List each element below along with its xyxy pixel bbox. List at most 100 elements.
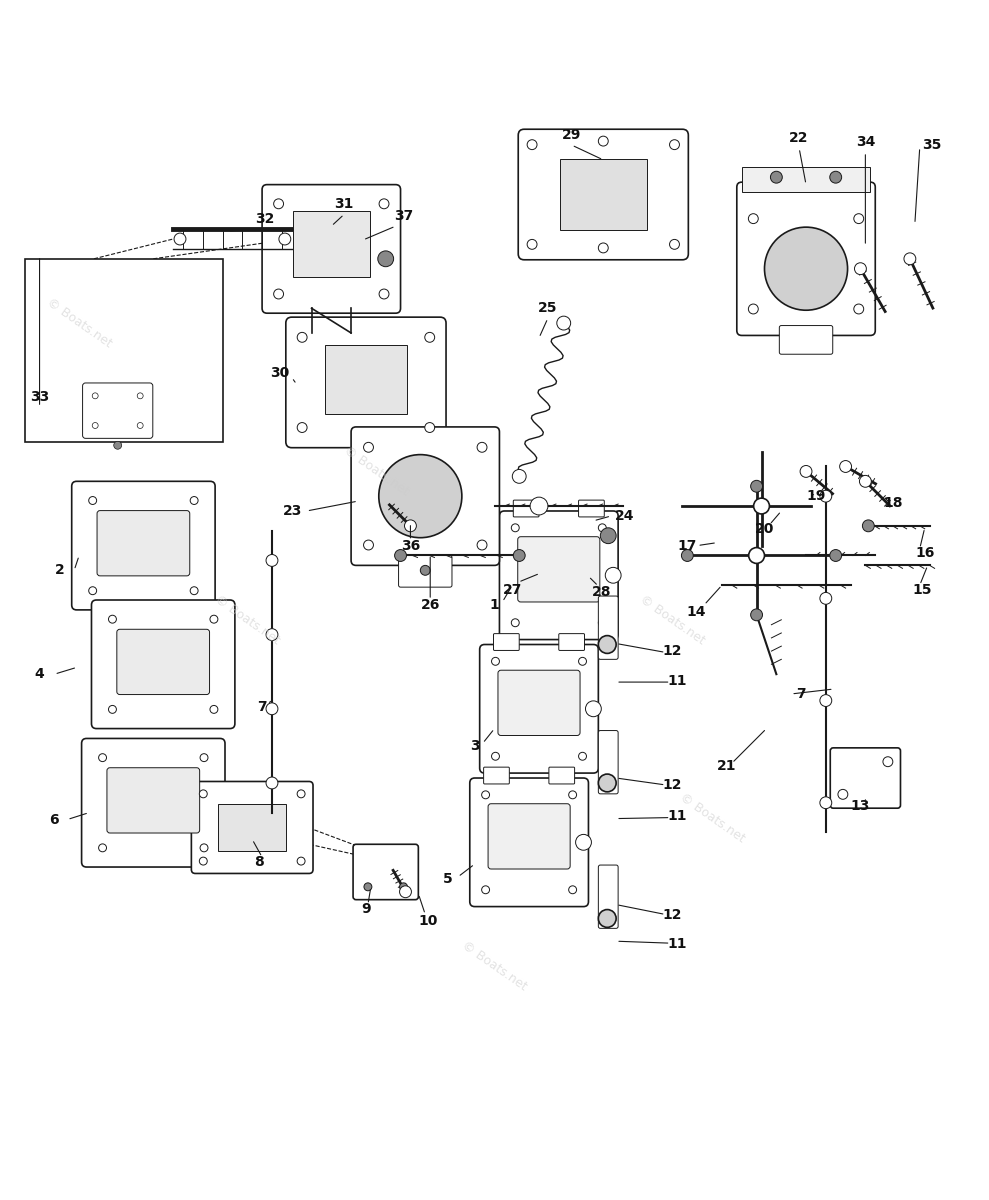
Bar [560, 158, 647, 230]
Circle shape [681, 550, 693, 562]
Circle shape [764, 227, 848, 311]
Text: 5: 5 [443, 872, 453, 886]
Circle shape [109, 706, 117, 713]
Circle shape [132, 307, 136, 312]
FancyBboxPatch shape [81, 738, 225, 868]
Text: 7: 7 [796, 686, 806, 701]
Circle shape [420, 565, 430, 575]
Text: 34: 34 [855, 136, 875, 149]
Circle shape [598, 636, 616, 654]
Circle shape [830, 172, 842, 184]
Text: © Boats.net: © Boats.net [638, 593, 707, 647]
Circle shape [569, 886, 577, 894]
Text: 13: 13 [851, 799, 870, 812]
Text: 26: 26 [420, 598, 440, 612]
Text: 3: 3 [470, 739, 480, 754]
Circle shape [152, 289, 157, 295]
Circle shape [132, 289, 136, 295]
Circle shape [482, 791, 490, 799]
Circle shape [527, 139, 537, 150]
FancyBboxPatch shape [97, 510, 190, 576]
Circle shape [378, 251, 394, 266]
Circle shape [89, 307, 94, 312]
Circle shape [83, 384, 89, 390]
Text: 30: 30 [270, 366, 290, 379]
Circle shape [110, 325, 115, 330]
FancyBboxPatch shape [598, 731, 618, 794]
FancyBboxPatch shape [494, 634, 519, 650]
Circle shape [114, 442, 122, 449]
Circle shape [492, 658, 499, 665]
Text: 15: 15 [912, 583, 932, 598]
Circle shape [670, 240, 679, 250]
Text: 23: 23 [283, 504, 303, 518]
Circle shape [266, 778, 278, 788]
Circle shape [754, 498, 769, 514]
Circle shape [830, 550, 842, 562]
FancyBboxPatch shape [262, 185, 401, 313]
FancyBboxPatch shape [489, 804, 570, 869]
Circle shape [200, 790, 208, 798]
Circle shape [200, 754, 208, 762]
Circle shape [152, 307, 157, 312]
Circle shape [749, 214, 759, 223]
Circle shape [511, 524, 519, 532]
Text: 29: 29 [562, 128, 582, 142]
Text: 6: 6 [49, 812, 59, 827]
FancyBboxPatch shape [598, 865, 618, 929]
Circle shape [569, 791, 577, 799]
Circle shape [379, 289, 389, 299]
Circle shape [670, 139, 679, 150]
FancyBboxPatch shape [117, 629, 210, 695]
FancyBboxPatch shape [192, 781, 313, 874]
Circle shape [92, 392, 98, 398]
Circle shape [477, 540, 487, 550]
Text: 7: 7 [257, 700, 267, 714]
FancyBboxPatch shape [518, 536, 599, 602]
Text: 12: 12 [663, 778, 682, 792]
Circle shape [579, 752, 586, 761]
Text: 18: 18 [883, 496, 903, 510]
Circle shape [190, 497, 198, 504]
Circle shape [109, 616, 117, 623]
FancyBboxPatch shape [71, 481, 216, 610]
Text: 14: 14 [686, 605, 706, 619]
Circle shape [770, 172, 782, 184]
FancyBboxPatch shape [286, 317, 446, 448]
FancyBboxPatch shape [559, 634, 584, 650]
Circle shape [137, 392, 143, 398]
Text: 36: 36 [401, 539, 420, 553]
Circle shape [364, 443, 374, 452]
Bar [742, 167, 870, 192]
Circle shape [364, 540, 374, 550]
Text: 25: 25 [538, 301, 558, 316]
Circle shape [297, 857, 305, 865]
FancyBboxPatch shape [737, 182, 875, 336]
Circle shape [89, 325, 94, 330]
Circle shape [274, 199, 284, 209]
Circle shape [512, 469, 526, 484]
Circle shape [210, 706, 218, 713]
FancyBboxPatch shape [351, 427, 499, 565]
Bar [25, 259, 223, 442]
Text: 16: 16 [915, 546, 935, 559]
Text: 33: 33 [30, 390, 49, 404]
Circle shape [600, 528, 616, 544]
FancyBboxPatch shape [480, 644, 598, 773]
Text: 22: 22 [789, 131, 809, 145]
Circle shape [585, 701, 601, 716]
Text: 28: 28 [591, 586, 611, 599]
Text: 35: 35 [922, 138, 942, 152]
Text: 12: 12 [663, 907, 682, 922]
Circle shape [820, 593, 832, 605]
Text: © Boats.net: © Boats.net [460, 938, 529, 994]
Circle shape [364, 883, 372, 890]
FancyBboxPatch shape [107, 768, 200, 833]
Text: 19: 19 [806, 490, 826, 503]
FancyBboxPatch shape [779, 325, 833, 354]
Circle shape [598, 774, 616, 792]
Text: 11: 11 [668, 937, 687, 952]
Bar [293, 211, 370, 276]
Text: 31: 31 [334, 197, 354, 211]
FancyBboxPatch shape [499, 511, 618, 640]
